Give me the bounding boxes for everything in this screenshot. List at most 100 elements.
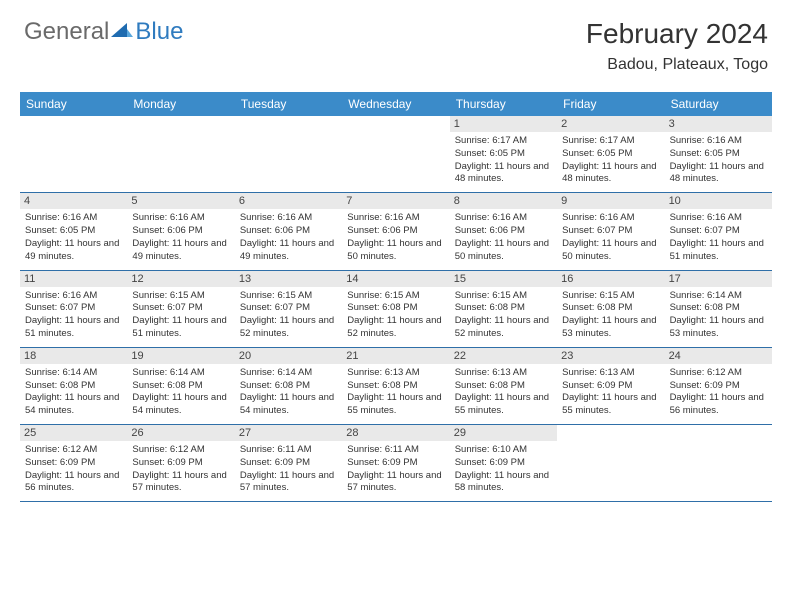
- sunset-line: Sunset: 6:09 PM: [455, 457, 552, 470]
- logo-text-general: General: [24, 18, 109, 46]
- daylight-line: Daylight: 11 hours and 49 minutes.: [240, 238, 337, 264]
- daylight-line: Daylight: 11 hours and 54 minutes.: [240, 392, 337, 418]
- sunrise-line: Sunrise: 6:14 AM: [670, 290, 767, 303]
- sunrise-line: Sunrise: 6:15 AM: [455, 290, 552, 303]
- date-number: 29: [450, 425, 557, 441]
- daylight-line: Daylight: 11 hours and 52 minutes.: [240, 315, 337, 341]
- sunrise-line: Sunrise: 6:16 AM: [25, 290, 122, 303]
- calendar-cell: 5Sunrise: 6:16 AMSunset: 6:06 PMDaylight…: [127, 193, 234, 269]
- sunset-line: Sunset: 6:07 PM: [670, 225, 767, 238]
- date-number: 5: [127, 193, 234, 209]
- week-row: 11Sunrise: 6:16 AMSunset: 6:07 PMDayligh…: [20, 271, 772, 348]
- sunset-line: Sunset: 6:05 PM: [670, 148, 767, 161]
- daylight-line: Daylight: 11 hours and 53 minutes.: [670, 315, 767, 341]
- sunrise-line: Sunrise: 6:15 AM: [347, 290, 444, 303]
- sunrise-line: Sunrise: 6:10 AM: [455, 444, 552, 457]
- sunset-line: Sunset: 6:09 PM: [670, 380, 767, 393]
- date-number: 7: [342, 193, 449, 209]
- sunrise-line: Sunrise: 6:15 AM: [562, 290, 659, 303]
- calendar-cell: .: [127, 116, 234, 192]
- month-title: February 2024: [586, 18, 768, 50]
- calendar-cell: .: [557, 425, 664, 501]
- sunrise-line: Sunrise: 6:13 AM: [455, 367, 552, 380]
- sunset-line: Sunset: 6:05 PM: [25, 225, 122, 238]
- calendar-cell: 22Sunrise: 6:13 AMSunset: 6:08 PMDayligh…: [450, 348, 557, 424]
- sunset-line: Sunset: 6:09 PM: [132, 457, 229, 470]
- sunset-line: Sunset: 6:09 PM: [562, 380, 659, 393]
- day-header-cell: Thursday: [450, 92, 557, 116]
- logo: General Blue: [24, 18, 183, 46]
- calendar-cell: 4Sunrise: 6:16 AMSunset: 6:05 PMDaylight…: [20, 193, 127, 269]
- sunset-line: Sunset: 6:09 PM: [25, 457, 122, 470]
- logo-text-blue: Blue: [135, 18, 183, 46]
- sunset-line: Sunset: 6:05 PM: [562, 148, 659, 161]
- daylight-line: Daylight: 11 hours and 55 minutes.: [562, 392, 659, 418]
- sunset-line: Sunset: 6:08 PM: [670, 302, 767, 315]
- date-number: 24: [665, 348, 772, 364]
- sunset-line: Sunset: 6:07 PM: [240, 302, 337, 315]
- sunset-line: Sunset: 6:06 PM: [347, 225, 444, 238]
- week-row: ....1Sunrise: 6:17 AMSunset: 6:05 PMDayl…: [20, 116, 772, 193]
- sunrise-line: Sunrise: 6:16 AM: [25, 212, 122, 225]
- calendar-cell: .: [20, 116, 127, 192]
- sunset-line: Sunset: 6:07 PM: [25, 302, 122, 315]
- calendar-cell: 25Sunrise: 6:12 AMSunset: 6:09 PMDayligh…: [20, 425, 127, 501]
- sunset-line: Sunset: 6:08 PM: [132, 380, 229, 393]
- calendar-cell: 28Sunrise: 6:11 AMSunset: 6:09 PMDayligh…: [342, 425, 449, 501]
- daylight-line: Daylight: 11 hours and 57 minutes.: [132, 470, 229, 496]
- date-number: 22: [450, 348, 557, 364]
- location: Badou, Plateaux, Togo: [586, 56, 768, 74]
- daylight-line: Daylight: 11 hours and 52 minutes.: [347, 315, 444, 341]
- sunrise-line: Sunrise: 6:15 AM: [240, 290, 337, 303]
- calendar-cell: 29Sunrise: 6:10 AMSunset: 6:09 PMDayligh…: [450, 425, 557, 501]
- calendar-cell: .: [342, 116, 449, 192]
- sunset-line: Sunset: 6:08 PM: [347, 302, 444, 315]
- date-number: 27: [235, 425, 342, 441]
- sunrise-line: Sunrise: 6:13 AM: [562, 367, 659, 380]
- day-header-row: SundayMondayTuesdayWednesdayThursdayFrid…: [20, 92, 772, 116]
- header: General Blue February 2024 Badou, Platea…: [0, 0, 792, 84]
- date-number: 6: [235, 193, 342, 209]
- calendar-cell: 8Sunrise: 6:16 AMSunset: 6:06 PMDaylight…: [450, 193, 557, 269]
- daylight-line: Daylight: 11 hours and 57 minutes.: [347, 470, 444, 496]
- sunset-line: Sunset: 6:05 PM: [455, 148, 552, 161]
- date-number: 12: [127, 271, 234, 287]
- date-number: 9: [557, 193, 664, 209]
- sunrise-line: Sunrise: 6:16 AM: [240, 212, 337, 225]
- sunset-line: Sunset: 6:09 PM: [347, 457, 444, 470]
- sunset-line: Sunset: 6:06 PM: [455, 225, 552, 238]
- date-number: 4: [20, 193, 127, 209]
- date-number: 13: [235, 271, 342, 287]
- sunset-line: Sunset: 6:08 PM: [240, 380, 337, 393]
- daylight-line: Daylight: 11 hours and 48 minutes.: [455, 161, 552, 187]
- day-header-cell: Saturday: [665, 92, 772, 116]
- date-number: 11: [20, 271, 127, 287]
- week-row: 25Sunrise: 6:12 AMSunset: 6:09 PMDayligh…: [20, 425, 772, 502]
- daylight-line: Daylight: 11 hours and 49 minutes.: [132, 238, 229, 264]
- day-header-cell: Sunday: [20, 92, 127, 116]
- sunrise-line: Sunrise: 6:15 AM: [132, 290, 229, 303]
- date-number: 17: [665, 271, 772, 287]
- day-header-cell: Monday: [127, 92, 234, 116]
- day-header-cell: Wednesday: [342, 92, 449, 116]
- calendar-cell: 10Sunrise: 6:16 AMSunset: 6:07 PMDayligh…: [665, 193, 772, 269]
- calendar-cell: 15Sunrise: 6:15 AMSunset: 6:08 PMDayligh…: [450, 271, 557, 347]
- daylight-line: Daylight: 11 hours and 56 minutes.: [25, 470, 122, 496]
- calendar-cell: 9Sunrise: 6:16 AMSunset: 6:07 PMDaylight…: [557, 193, 664, 269]
- sunrise-line: Sunrise: 6:14 AM: [25, 367, 122, 380]
- date-number: 26: [127, 425, 234, 441]
- day-header-cell: Tuesday: [235, 92, 342, 116]
- date-number: 2: [557, 116, 664, 132]
- date-number: 16: [557, 271, 664, 287]
- daylight-line: Daylight: 11 hours and 48 minutes.: [562, 161, 659, 187]
- calendar-cell: 1Sunrise: 6:17 AMSunset: 6:05 PMDaylight…: [450, 116, 557, 192]
- sunrise-line: Sunrise: 6:16 AM: [347, 212, 444, 225]
- sunset-line: Sunset: 6:08 PM: [455, 380, 552, 393]
- daylight-line: Daylight: 11 hours and 57 minutes.: [240, 470, 337, 496]
- date-number: 8: [450, 193, 557, 209]
- sunrise-line: Sunrise: 6:17 AM: [562, 135, 659, 148]
- date-number: 21: [342, 348, 449, 364]
- calendar-cell: 21Sunrise: 6:13 AMSunset: 6:08 PMDayligh…: [342, 348, 449, 424]
- sunrise-line: Sunrise: 6:16 AM: [455, 212, 552, 225]
- sunrise-line: Sunrise: 6:12 AM: [132, 444, 229, 457]
